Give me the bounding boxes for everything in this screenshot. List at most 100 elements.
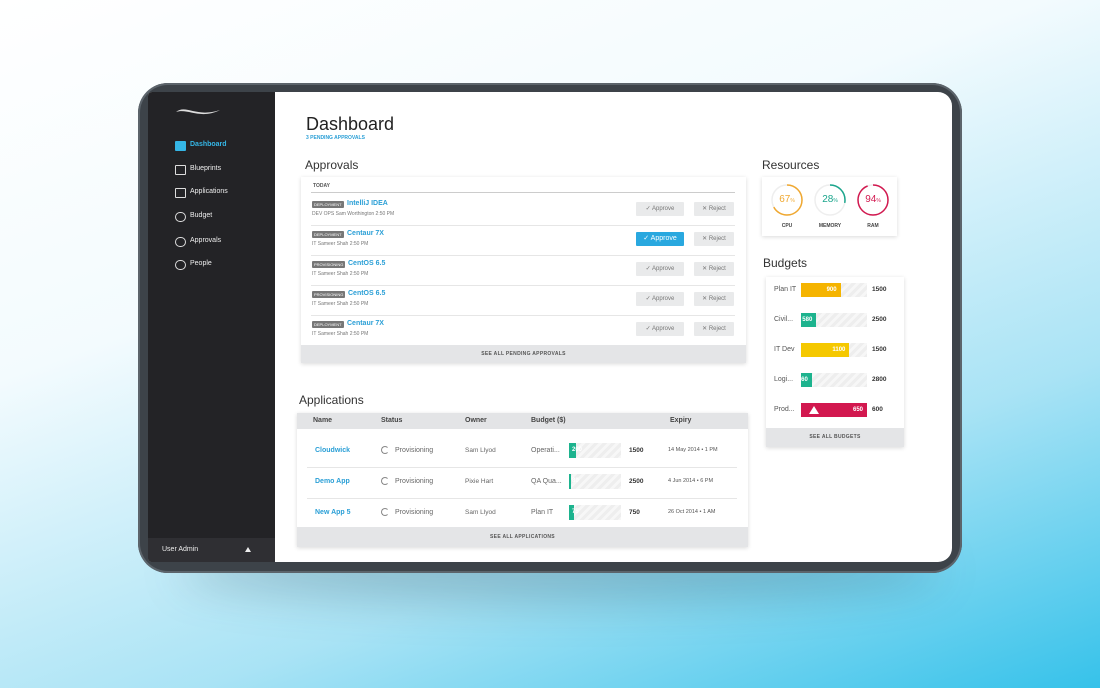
reject-button[interactable]: ✕ Reject <box>694 292 734 306</box>
nav-item[interactable]: Approvals <box>190 237 222 244</box>
reject-button[interactable]: ✕ Reject <box>694 232 734 246</box>
budget-track: 650 <box>801 403 867 417</box>
column-header: Status <box>381 417 403 424</box>
expiry: 26 Oct 2014 • 1 AM <box>668 509 716 515</box>
gauge-number: 28 <box>822 194 834 205</box>
budget-fill: 1100 <box>801 343 850 357</box>
tag: DEPLOYMENT <box>312 201 344 208</box>
item-name[interactable]: Centaur 7X <box>347 320 384 327</box>
budget-value: 460 <box>797 377 808 383</box>
approve-button[interactable]: ✓ Approve <box>636 202 684 216</box>
item-name[interactable]: Centaur 7X <box>347 230 384 237</box>
budget-limit: 2800 <box>872 376 887 383</box>
item-name[interactable]: CentOS 6.5 <box>348 290 386 297</box>
expiry: 14 May 2014 • 1 PM <box>668 447 718 453</box>
nav-item[interactable]: People <box>190 260 212 267</box>
budget-limit: 750 <box>629 509 640 516</box>
gauge <box>771 184 803 216</box>
divider <box>311 192 735 193</box>
budget-name: Logi... <box>774 376 794 383</box>
logo <box>176 109 220 115</box>
budget-name: Plan IT <box>774 286 797 293</box>
item-name[interactable]: IntelliJ IDEA <box>347 200 388 207</box>
reject-button[interactable]: ✕ Reject <box>694 322 734 336</box>
reject-button[interactable]: ✕ Reject <box>694 202 734 216</box>
section-title: Budgets <box>763 256 808 270</box>
applications-table: Name Status Owner Budget ($) Expiry Cloudwick… <box>297 413 748 547</box>
app-name[interactable]: Cloudwick <box>315 447 351 454</box>
budget-fill: 80 <box>569 474 579 489</box>
budget-fill: 580 <box>801 313 817 327</box>
nav-item[interactable]: Budget <box>190 212 213 219</box>
nav-item[interactable]: Blueprints <box>190 165 222 172</box>
see-all-budgets[interactable]: SEE ALL BUDGETS <box>766 428 904 447</box>
see-all-approvals[interactable]: SEE ALL PENDING APPROVALS <box>301 345 746 363</box>
page-title: Dashboard <box>306 114 395 134</box>
nav-icon <box>175 141 186 151</box>
gauge-number: 94 <box>865 194 877 205</box>
budget-limit: 1500 <box>872 286 887 293</box>
budget-track: 200 <box>569 443 621 458</box>
see-all-applications[interactable]: SEE ALL APPLICATIONS <box>297 527 748 547</box>
gauge-label: MEMORY <box>818 223 842 229</box>
gauge-unit: % <box>790 198 795 204</box>
item-meta: IT Sameer Shah 2:50 PM <box>312 331 369 337</box>
nav-item[interactable]: Dashboard <box>190 141 227 148</box>
table-header <box>297 413 748 429</box>
item-meta: IT Sameer Shah 2:50 PM <box>312 301 369 307</box>
gauge-unit: % <box>876 198 881 204</box>
item-meta: DEV OPS Sam Worthington 2:50 PM <box>312 211 395 217</box>
gauge-arc <box>771 184 803 216</box>
gauge-arc <box>814 184 846 216</box>
approve-button[interactable]: ✓ Approve <box>636 292 684 306</box>
budget-fill: 650 <box>801 403 867 417</box>
budget-track: 900 <box>801 283 867 297</box>
divider <box>307 498 737 499</box>
gauge-value: 94% <box>863 194 883 205</box>
budget-fill: 460 <box>797 373 812 387</box>
budget-track: 75 <box>569 505 621 520</box>
reject-button[interactable]: ✕ Reject <box>694 262 734 276</box>
approvals-card: TODAY DEPLOYMENT IntelliJ IDEA DEV OPS Sam … <box>301 177 746 363</box>
user-name: User Admin <box>162 546 199 553</box>
budget-name: Prod... <box>774 406 795 413</box>
user-bar[interactable]: User Admin <box>148 538 275 562</box>
gauge-value: 28% <box>820 194 840 205</box>
tag: PROVISIONING <box>312 261 346 268</box>
column-header: Owner <box>465 417 487 424</box>
budget-track: 460 <box>797 373 867 387</box>
nav-icon <box>175 237 186 247</box>
budget-value: 650 <box>852 407 863 413</box>
budget-value: 80 <box>572 478 579 484</box>
approve-button[interactable]: ✓ Approve <box>636 262 684 276</box>
user-caret <box>245 547 251 552</box>
nav-icon <box>175 260 186 270</box>
budget-name: IT Dev <box>774 346 795 353</box>
gauge-value: 67% <box>777 194 797 205</box>
nav-icon <box>175 188 186 198</box>
nav-icon <box>175 165 186 175</box>
budget-value: 580 <box>802 317 813 323</box>
tag: DEPLOYMENT <box>312 321 344 328</box>
budget-fill: 900 <box>801 283 841 297</box>
section-title: Applications <box>299 393 364 407</box>
budget-track: 1100 <box>801 343 867 357</box>
item-name[interactable]: CentOS 6.5 <box>348 260 386 267</box>
item-meta: IT Sameer Shah 2:50 PM <box>312 241 369 247</box>
status-icon <box>381 508 389 516</box>
gauge-label: CPU <box>781 223 793 229</box>
page-subtitle: 3 PENDING APPROVALS <box>306 135 365 141</box>
approve-button[interactable]: ✓ Approve <box>636 232 684 246</box>
nav-item[interactable]: Applications <box>190 188 228 195</box>
approve-button[interactable]: ✓ Approve <box>636 322 684 336</box>
app-name[interactable]: Demo App <box>315 478 350 485</box>
status: Provisioning <box>395 478 434 485</box>
screen: Dashboard Blueprints Applications Budget App… <box>148 92 952 562</box>
app-name[interactable]: New App 5 <box>315 509 351 516</box>
budget-limit: 2500 <box>629 478 644 485</box>
budget-limit: 600 <box>872 406 883 413</box>
divider <box>311 285 735 286</box>
owner: Sam Llyod <box>465 447 496 454</box>
divider <box>311 255 735 256</box>
